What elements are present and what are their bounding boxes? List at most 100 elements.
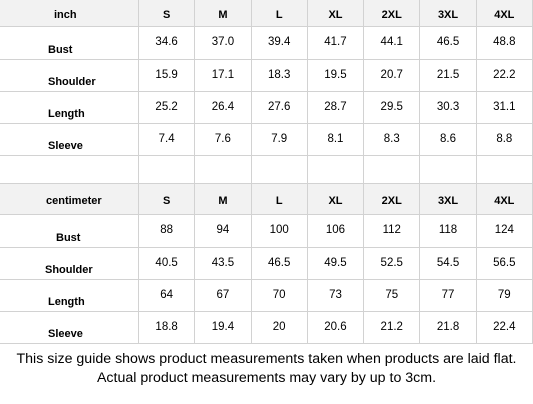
table-cell: 34.6: [138, 27, 196, 60]
table-cell: 52.5: [364, 248, 421, 280]
table-cell: 27.6: [251, 92, 308, 124]
table-cell: 7.4: [138, 124, 196, 156]
table-row: Shoulder 15.9 17.1 18.3 19.5 20.7 21.5 2…: [0, 60, 533, 92]
table-cell: 30.3: [420, 92, 477, 124]
row-label-bust: Bust: [0, 27, 139, 60]
row-label-sleeve: Sleeve: [0, 124, 139, 156]
spacer-row: [0, 156, 533, 184]
table-cell: 44.1: [364, 27, 421, 60]
table-cell: 88: [138, 215, 196, 248]
size-header: S: [138, 0, 196, 27]
table-cell: 39.4: [251, 27, 308, 60]
centimeter-header-row: centimeter S M L XL 2XL 3XL 4XL: [0, 184, 533, 215]
row-label-shoulder: Shoulder: [0, 248, 139, 280]
table-row: Length 25.2 26.4 27.6 28.7 29.5 30.3 31.…: [0, 92, 533, 124]
table-cell: 7.6: [195, 124, 252, 156]
table-cell: 43.5: [195, 248, 252, 280]
spacer-cell: [476, 156, 533, 184]
size-header: L: [251, 184, 308, 215]
table-cell: 112: [364, 215, 421, 248]
measurement-note: This size guide shows product measuremen…: [16, 351, 517, 386]
size-header: M: [195, 0, 252, 27]
size-header: 2XL: [364, 184, 421, 215]
table-cell: 41.7: [307, 27, 365, 60]
table-cell: 46.5: [251, 248, 308, 280]
table-cell: 118: [420, 215, 477, 248]
table-row: Length 64 67 70 73 75 77 79: [0, 280, 533, 312]
size-header: S: [138, 184, 196, 215]
table-cell: 21.5: [420, 60, 477, 92]
size-header: 2XL: [364, 0, 421, 27]
table-cell: 31.1: [476, 92, 533, 124]
table-cell: 26.4: [195, 92, 252, 124]
row-label-bust: Bust: [0, 215, 139, 248]
row-label-length: Length: [0, 280, 139, 312]
table-cell: 73: [307, 280, 365, 312]
table-cell: 40.5: [138, 248, 196, 280]
table-cell: 77: [420, 280, 477, 312]
inch-header-row: inch S M L XL 2XL 3XL 4XL: [0, 0, 533, 27]
table-cell: 25.2: [138, 92, 196, 124]
row-label-sleeve: Sleeve: [0, 312, 139, 344]
table-cell: 64: [138, 280, 196, 312]
spacer-cell: [364, 156, 421, 184]
size-header: 4XL: [476, 0, 533, 27]
table-cell: 19.5: [307, 60, 365, 92]
size-header: 3XL: [420, 0, 477, 27]
table-cell: 20.6: [307, 312, 365, 344]
table-row: Sleeve 7.4 7.6 7.9 8.1 8.3 8.6 8.8: [0, 124, 533, 156]
table-cell: 56.5: [476, 248, 533, 280]
table-cell: 22.4: [476, 312, 533, 344]
table-cell: 20.7: [364, 60, 421, 92]
table-row: Shoulder 40.5 43.5 46.5 49.5 52.5 54.5 5…: [0, 248, 533, 280]
spacer-cell: [195, 156, 252, 184]
spacer-cell: [251, 156, 308, 184]
table-cell: 8.3: [364, 124, 421, 156]
table-cell: 21.8: [420, 312, 477, 344]
row-label-shoulder: Shoulder: [0, 60, 139, 92]
table-cell: 100: [251, 215, 308, 248]
table-cell: 22.2: [476, 60, 533, 92]
table-cell: 8.1: [307, 124, 365, 156]
table-cell: 28.7: [307, 92, 365, 124]
spacer-cell: [138, 156, 196, 184]
size-header: L: [251, 0, 308, 27]
table-cell: 75: [364, 280, 421, 312]
table-row: Sleeve 18.8 19.4 20 20.6 21.2 21.8 22.4: [0, 312, 533, 344]
row-label-length: Length: [0, 92, 139, 124]
size-header: M: [195, 184, 252, 215]
table-cell: 48.8: [476, 27, 533, 60]
table-row: Bust 88 94 100 106 112 118 124: [0, 215, 533, 248]
table-cell: 8.8: [476, 124, 533, 156]
table-cell: 46.5: [420, 27, 477, 60]
table-cell: 18.8: [138, 312, 196, 344]
table-cell: 124: [476, 215, 533, 248]
centimeter-size-table: centimeter S M L XL 2XL 3XL 4XL Bust 88 …: [0, 184, 533, 344]
spacer-cell: [420, 156, 477, 184]
spacer-cell: [0, 156, 139, 184]
table-cell: 19.4: [195, 312, 252, 344]
table-cell: 54.5: [420, 248, 477, 280]
unit-label-inch: inch: [0, 0, 139, 27]
table-cell: 20: [251, 312, 308, 344]
table-cell: 8.6: [420, 124, 477, 156]
table-cell: 70: [251, 280, 308, 312]
table-cell: 106: [307, 215, 365, 248]
table-cell: 67: [195, 280, 252, 312]
table-cell: 7.9: [251, 124, 308, 156]
table-cell: 15.9: [138, 60, 196, 92]
table-cell: 94: [195, 215, 252, 248]
inch-size-table: inch S M L XL 2XL 3XL 4XL Bust 34.6 37.0…: [0, 0, 533, 156]
table-cell: 49.5: [307, 248, 365, 280]
size-header: 4XL: [476, 184, 533, 215]
table-cell: 79: [476, 280, 533, 312]
size-header: 3XL: [420, 184, 477, 215]
table-cell: 18.3: [251, 60, 308, 92]
table-row: Bust 34.6 37.0 39.4 41.7 44.1 46.5 48.8: [0, 27, 533, 60]
size-header: XL: [307, 0, 365, 27]
table-cell: 37.0: [195, 27, 252, 60]
size-header: XL: [307, 184, 365, 215]
spacer-cell: [307, 156, 365, 184]
table-cell: 21.2: [364, 312, 421, 344]
unit-label-centimeter: centimeter: [0, 184, 139, 215]
